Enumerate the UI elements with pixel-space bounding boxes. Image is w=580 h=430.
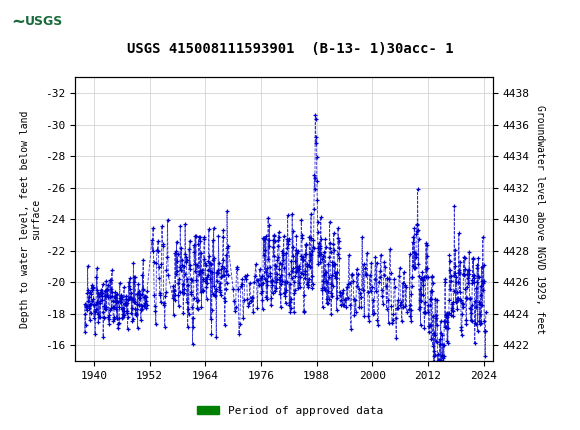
Legend: Period of approved data: Period of approved data	[193, 401, 387, 420]
Text: USGS 415008111593901  (B-13- 1)30acc- 1: USGS 415008111593901 (B-13- 1)30acc- 1	[126, 42, 454, 56]
Text: USGS: USGS	[24, 15, 63, 28]
Text: ~: ~	[12, 12, 26, 31]
Bar	[229, 381, 235, 393]
Bar	[340, 381, 347, 393]
Bar	[6, 4, 81, 39]
Bar	[256, 381, 263, 393]
Bar	[403, 381, 408, 393]
Y-axis label: Depth to water level, feet below land
surface: Depth to water level, feet below land su…	[20, 111, 41, 328]
Bar	[169, 381, 174, 393]
Bar	[416, 381, 421, 393]
Bar	[143, 381, 152, 393]
Y-axis label: Groundwater level above NGVD 1929, feet: Groundwater level above NGVD 1929, feet	[535, 105, 545, 334]
